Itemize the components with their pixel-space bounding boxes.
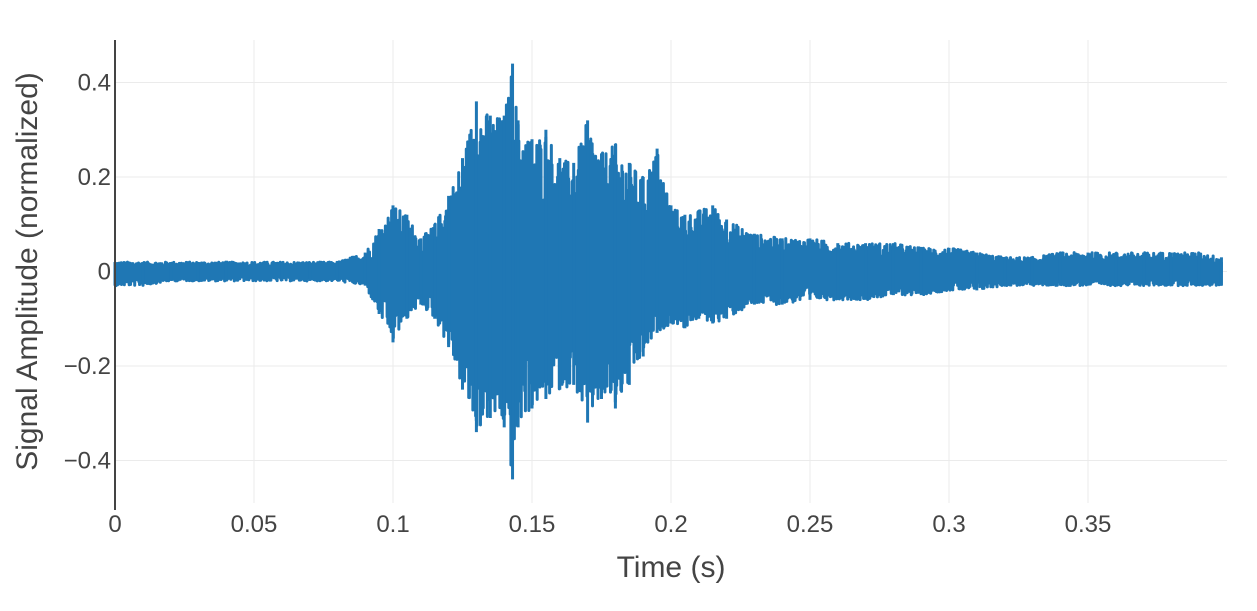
y-tick-label: 0 (98, 259, 111, 286)
axes: 0 0.05 0.1 0.15 0.2 0.25 0.3 0.35 0.4 0.2 0 −0.2 −0.… (64, 40, 1112, 538)
x-tick-label: 0.1 (376, 511, 409, 538)
y-tick-label: −0.4 (64, 447, 111, 474)
x-tick-label: 0.35 (1065, 511, 1112, 538)
y-axis-title: Signal Amplitude (normalized) (11, 72, 44, 471)
x-tick-label: 0.25 (787, 511, 834, 538)
x-tick-label: 0.2 (654, 511, 687, 538)
signal-trace (113, 75, 1223, 467)
y-tick-label: −0.2 (64, 353, 111, 380)
x-tick-label: 0.3 (932, 511, 965, 538)
x-axis-title: Time (s) (617, 551, 726, 584)
x-tick-label: 0 (108, 511, 121, 538)
x-tick-label: 0.15 (509, 511, 556, 538)
y-tick-label: 0.2 (78, 164, 111, 191)
plot-area (113, 63, 1223, 480)
y-tick-label: 0.4 (78, 70, 111, 97)
x-tick-label: 0.05 (231, 511, 278, 538)
